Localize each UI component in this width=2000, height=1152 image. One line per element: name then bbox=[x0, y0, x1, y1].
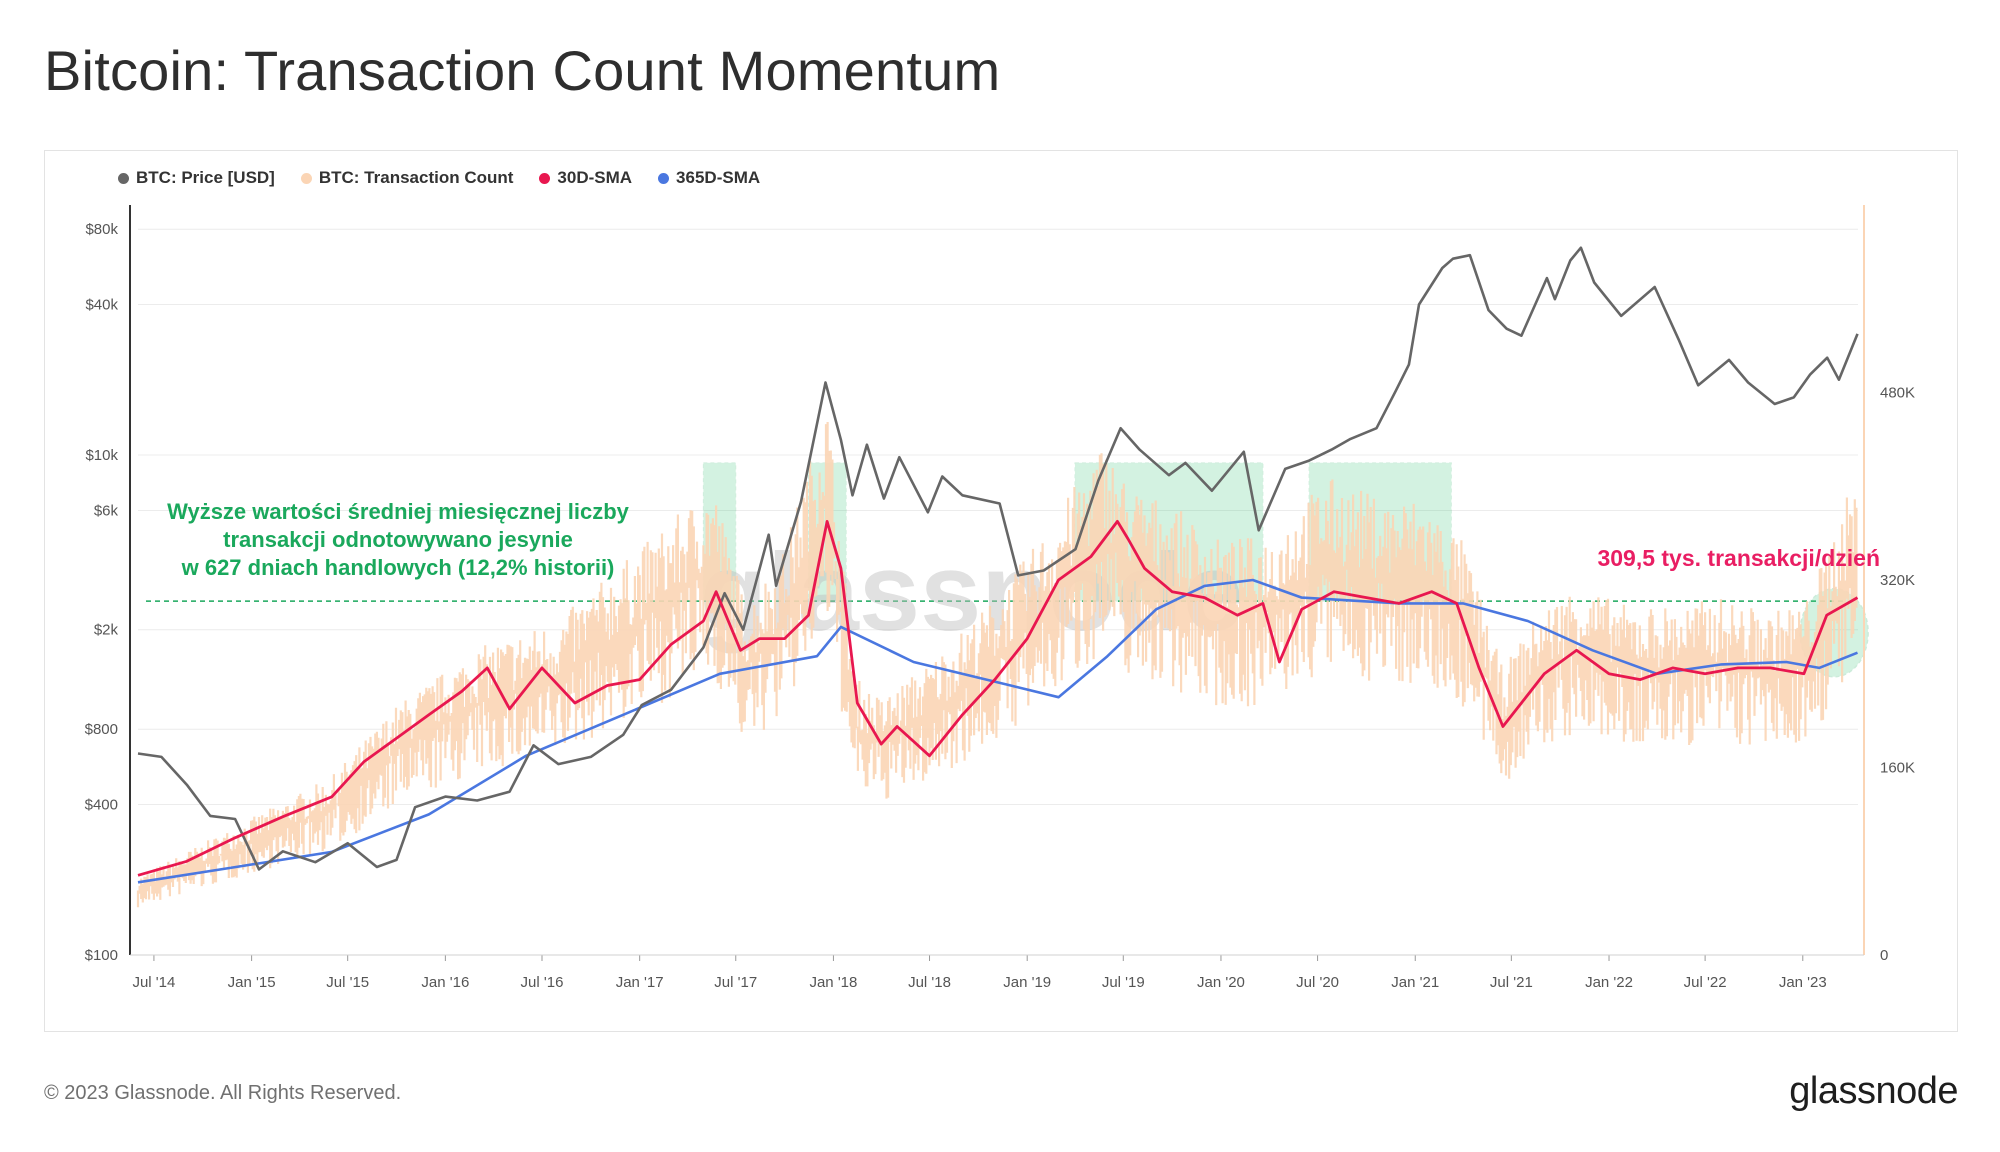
x-tick-label: Jan '18 bbox=[809, 974, 857, 991]
glassnode-logo[interactable]: glassnode bbox=[1789, 1070, 1958, 1112]
y-left-tick-label: $100 bbox=[85, 947, 118, 964]
x-tick-label: Jul '18 bbox=[908, 974, 951, 991]
y-left-tick-label: $6k bbox=[94, 502, 119, 519]
x-tick-label: Jan '19 bbox=[1003, 974, 1051, 991]
legend-swatch-transaction-count bbox=[300, 172, 312, 184]
legend-item-365d-sma[interactable]: 365D-SMA bbox=[658, 168, 760, 188]
y-right-tick-label: 160K bbox=[1880, 760, 1915, 777]
chart-title: Bitcoin: Transaction Count Momentum bbox=[44, 39, 1001, 102]
legend-item-price[interactable]: BTC: Price [USD] bbox=[118, 168, 275, 188]
x-tick-label: Jan '21 bbox=[1391, 974, 1439, 991]
series-30d-sma bbox=[137, 520, 1859, 877]
x-tick-label: Jul '22 bbox=[1684, 974, 1727, 991]
legend-label-transaction-count: BTC: Transaction Count bbox=[318, 168, 514, 187]
y-left-tick-label: $80k bbox=[85, 221, 118, 238]
chart-frame bbox=[44, 150, 1958, 1032]
y-left-tick-label: $800 bbox=[85, 721, 118, 738]
legend-label-price: BTC: Price [USD] bbox=[136, 168, 275, 187]
x-tick-label: Jul '17 bbox=[714, 974, 757, 991]
legend-label-30d-sma: 30D-SMA bbox=[557, 168, 633, 187]
red-note: 309,5 tys. transakcji/dzień bbox=[1597, 545, 1880, 571]
annotations: Wyższe wartości średniej miesięcznej lic… bbox=[167, 499, 1880, 580]
x-tick-label: Jan '22 bbox=[1585, 974, 1633, 991]
series-365d-sma bbox=[137, 578, 1858, 884]
legend-label-365d-sma: 365D-SMA bbox=[676, 168, 761, 187]
x-tick-label: Jan '17 bbox=[616, 974, 664, 991]
y-left-tick-label: $10k bbox=[85, 447, 118, 464]
x-tick-label: Jan '16 bbox=[421, 974, 469, 991]
legend-swatch-30d-sma bbox=[539, 172, 551, 184]
legend-item-transaction-count[interactable]: BTC: Transaction Count bbox=[300, 168, 514, 188]
legend-item-30d-sma[interactable]: 30D-SMA bbox=[539, 168, 632, 188]
axes: $100 $400 $800 $2k $6k $10k $40k $80k 0 160K 320K 4… bbox=[85, 205, 1915, 991]
x-tick-label: Jul '15 bbox=[326, 974, 369, 991]
x-tick-label: Jan '23 bbox=[1779, 974, 1827, 991]
series-layer bbox=[136, 246, 1859, 908]
series-price bbox=[137, 246, 1859, 871]
green-note-line-3: w 627 dniach handlowych (12,2% historii) bbox=[181, 555, 615, 580]
y-right-tick-label: 480K bbox=[1880, 385, 1915, 402]
y-left-tick-label: $40k bbox=[85, 296, 118, 313]
y-right-tick-label: 320K bbox=[1880, 572, 1915, 589]
legend-swatch-365d-sma bbox=[658, 172, 670, 184]
x-tick-label: Jan '20 bbox=[1197, 974, 1245, 991]
green-note-line-2: transakcji odnotowywano jesynie bbox=[223, 527, 573, 552]
green-note-line-1: Wyższe wartości średniej miesięcznej lic… bbox=[167, 499, 630, 524]
x-tick-label: Jul '16 bbox=[521, 974, 564, 991]
x-tick-label: Jul '20 bbox=[1296, 974, 1339, 991]
legend: BTC: Price [USD] BTC: Transaction Count … bbox=[118, 168, 760, 188]
y-left-tick-label: $2k bbox=[94, 622, 119, 639]
x-tick-label: Jul '21 bbox=[1490, 974, 1533, 991]
copyright: © 2023 Glassnode. All Rights Reserved. bbox=[44, 1082, 402, 1104]
y-right-tick-label: 0 bbox=[1880, 947, 1888, 964]
x-tick-label: Jul '14 bbox=[132, 974, 175, 991]
y-left-tick-label: $400 bbox=[85, 796, 118, 813]
x-tick-label: Jan '15 bbox=[228, 974, 276, 991]
legend-swatch-price bbox=[118, 172, 129, 184]
x-tick-label: Jul '19 bbox=[1102, 974, 1145, 991]
